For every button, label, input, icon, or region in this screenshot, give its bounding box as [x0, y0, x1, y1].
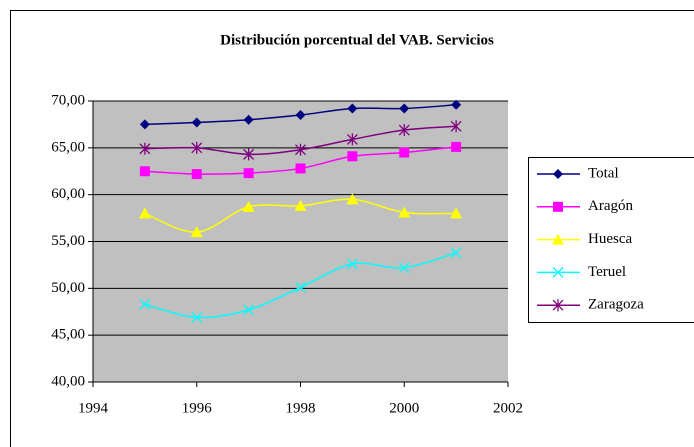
x-tick-label: 1994 [78, 400, 109, 416]
marker [399, 147, 410, 158]
marker [347, 151, 358, 162]
marker [139, 119, 150, 130]
marker [552, 299, 564, 312]
marker [138, 207, 151, 219]
legend-label: Zaragoza [588, 297, 644, 313]
marker [139, 142, 151, 155]
marker [451, 141, 462, 152]
marker [243, 168, 254, 179]
marker [451, 99, 462, 110]
marker [243, 148, 255, 161]
marker [191, 311, 203, 323]
marker [242, 200, 255, 212]
legend-label: Aragón [588, 198, 633, 214]
legend-label: Huesca [588, 231, 632, 247]
legend-label: Total [588, 165, 619, 181]
marker [398, 206, 411, 218]
marker [295, 110, 306, 121]
marker [398, 124, 410, 137]
marker [399, 103, 410, 114]
marker [295, 143, 306, 156]
marker [346, 133, 358, 146]
x-tick-label: 2000 [389, 400, 419, 416]
x-tick-label: 2002 [493, 400, 523, 416]
marker [139, 298, 151, 310]
marker [450, 120, 462, 133]
marker [346, 258, 358, 270]
marker [139, 166, 150, 177]
marker [191, 141, 203, 154]
y-tick-label: 55,00 [51, 233, 85, 249]
marker [553, 201, 563, 212]
marker [190, 226, 203, 238]
y-tick-label: 40,00 [51, 373, 85, 389]
marker [553, 169, 563, 179]
marker [243, 114, 254, 125]
x-tick-label: 1996 [182, 400, 213, 416]
marker [243, 304, 255, 316]
marker [398, 262, 410, 274]
marker [346, 193, 359, 205]
marker [295, 281, 306, 293]
marker [347, 103, 358, 114]
y-tick-label: 60,00 [51, 186, 85, 202]
y-tick-label: 45,00 [51, 327, 85, 343]
marker [295, 163, 306, 174]
marker [450, 247, 462, 259]
chart-title: Distribución porcentual del VAB. Servici… [220, 32, 494, 48]
marker [191, 117, 202, 128]
legend-label: Teruel [588, 264, 626, 280]
marker [450, 207, 463, 219]
x-tick-label: 1998 [286, 400, 316, 416]
y-tick-label: 50,00 [51, 280, 85, 296]
marker [294, 199, 307, 211]
y-tick-label: 70,00 [51, 92, 85, 108]
marker [552, 266, 564, 278]
marker [191, 169, 202, 180]
y-tick-label: 65,00 [51, 139, 85, 155]
marker [552, 233, 564, 245]
